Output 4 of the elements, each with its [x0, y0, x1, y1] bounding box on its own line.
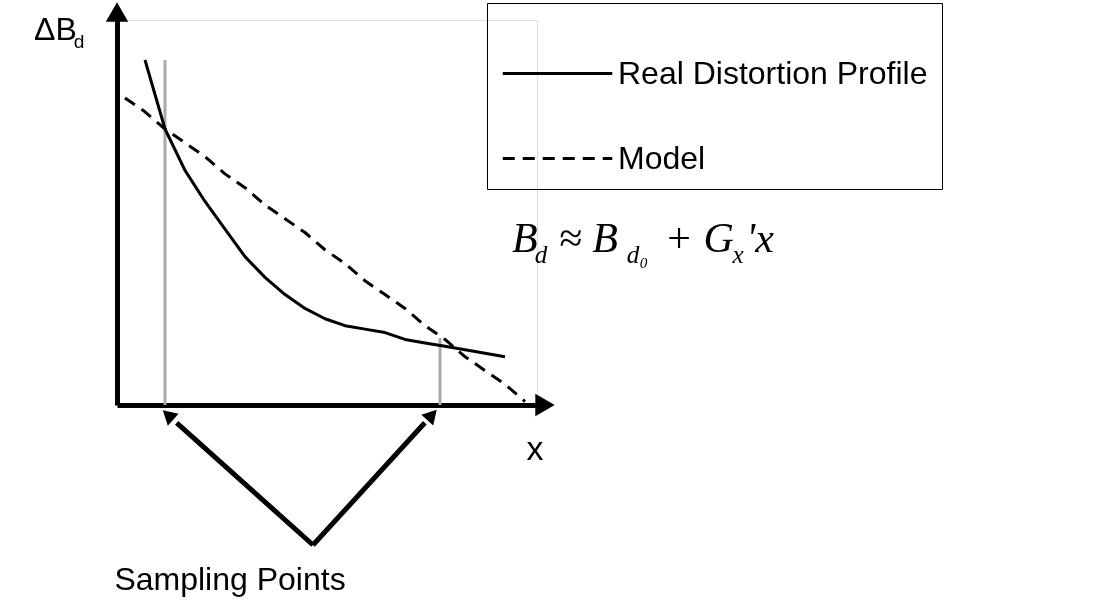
legend-label: Model [618, 139, 706, 176]
text: Sampling Points [114, 561, 346, 597]
x-axis-title: x [526, 429, 544, 467]
legend-label: Real Distortion Profile [618, 54, 928, 91]
